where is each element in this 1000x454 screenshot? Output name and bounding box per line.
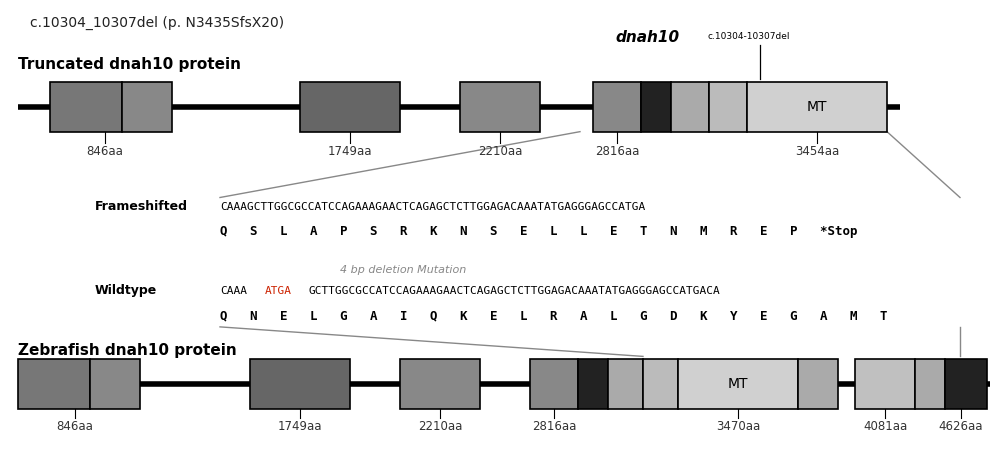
Text: c.10304_10307del (p. N3435SfsX20): c.10304_10307del (p. N3435SfsX20): [30, 16, 284, 30]
Bar: [608, 359, 643, 409]
Text: 1749aa: 1749aa: [278, 420, 322, 433]
Text: MT: MT: [807, 100, 827, 114]
Text: 4081aa: 4081aa: [863, 420, 907, 433]
Text: 846aa: 846aa: [87, 145, 123, 158]
Bar: [915, 359, 945, 409]
Bar: [122, 82, 172, 132]
Bar: [530, 359, 578, 409]
Text: Q   N   E   L   G   A   I   Q   K   E   L   R   A   L   G   D   K   Y   E   G   : Q N E L G A I Q K E L R A L G D K Y E G: [220, 309, 888, 322]
Bar: [90, 359, 140, 409]
Text: 2210aa: 2210aa: [418, 420, 462, 433]
Text: Frameshifted: Frameshifted: [95, 200, 188, 213]
Text: 3470aa: 3470aa: [716, 420, 760, 433]
Text: Wildtype: Wildtype: [95, 284, 157, 297]
Bar: [643, 359, 678, 409]
Text: 1749aa: 1749aa: [328, 145, 372, 158]
Bar: [641, 82, 671, 132]
Text: MT: MT: [728, 377, 748, 390]
Bar: [593, 82, 641, 132]
Bar: [400, 359, 480, 409]
Bar: [18, 359, 90, 409]
Bar: [250, 359, 350, 409]
Text: 2210aa: 2210aa: [478, 145, 522, 158]
Text: 4626aa: 4626aa: [939, 420, 983, 433]
Text: 2816aa: 2816aa: [532, 420, 576, 433]
Bar: [945, 359, 987, 409]
Bar: [460, 82, 540, 132]
Bar: [709, 82, 747, 132]
Bar: [50, 82, 122, 132]
Text: Truncated dnah10 protein: Truncated dnah10 protein: [18, 57, 241, 72]
Bar: [678, 359, 798, 409]
Text: 846aa: 846aa: [57, 420, 93, 433]
Text: 3454aa: 3454aa: [795, 145, 839, 158]
Text: CAAAGCTTGGCGCCATCCAGAAAGAACTCAGAGCTCTTGGAGACAAATATGAGGGAGCCATGA: CAAAGCTTGGCGCCATCCAGAAAGAACTCAGAGCTCTTGG…: [220, 202, 645, 212]
Text: CAAA: CAAA: [220, 286, 247, 296]
Text: Q   S   L   A   P   S   R   K   N   S   E   L   L   E   T   N   M   R   E   P   : Q S L A P S R K N S E L L E T N M R E P: [220, 225, 858, 238]
Text: 4 bp deletion Mutation: 4 bp deletion Mutation: [340, 265, 466, 275]
Bar: [798, 359, 838, 409]
Text: dnah10: dnah10: [615, 30, 679, 45]
Bar: [855, 359, 915, 409]
Bar: [671, 82, 709, 132]
Text: c.10304-10307del: c.10304-10307del: [707, 32, 790, 41]
Bar: [578, 359, 608, 409]
Text: Zebrafish dnah10 protein: Zebrafish dnah10 protein: [18, 343, 237, 358]
Bar: [747, 82, 887, 132]
Text: GCTTGGCGCCATCCAGAAAGAACTCAGAGCTCTTGGAGACAAATATGAGGGAGCCATGACA: GCTTGGCGCCATCCAGAAAGAACTCAGAGCTCTTGGAGAC…: [309, 286, 721, 296]
Bar: [300, 82, 400, 132]
Text: 2816aa: 2816aa: [595, 145, 639, 158]
Text: ATGA: ATGA: [264, 286, 291, 296]
